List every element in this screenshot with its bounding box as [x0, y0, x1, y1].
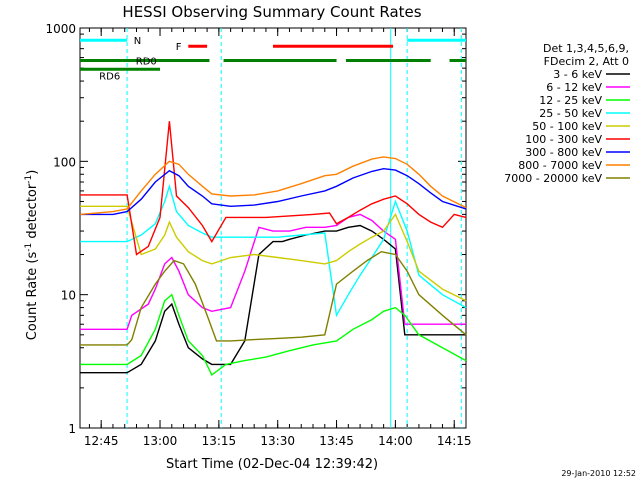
legend-entry-label: 50 - 100 keV	[532, 120, 602, 133]
series-line-8	[80, 250, 467, 346]
legend-header-line: FDecim 2, Att 0	[544, 55, 629, 68]
legend-entry-label: 300 - 800 keV	[525, 146, 602, 159]
legend-entry-label: 12 - 25 keV	[539, 94, 602, 107]
series-line-5	[80, 121, 467, 256]
plot-frame	[79, 27, 467, 429]
x-tick-label: 13:00	[143, 434, 178, 448]
tick-marks: 12:45 13:00 13:15 13:30 13:45 14:00 14:15 1 10 10…	[45, 22, 471, 448]
y-axis-label-sup2: -1	[24, 175, 34, 184]
series-line-6	[80, 167, 467, 216]
y-axis-label: Count Rate (s-1 detector-1)	[24, 170, 40, 341]
x-axis-label: Start Time (02-Dec-04 12:39:42)	[166, 457, 378, 472]
y-axis-label-main: Count Rate (s	[25, 252, 40, 341]
status-bar-label: F	[176, 42, 182, 53]
legend-entry-label: 7000 - 20000 keV	[504, 172, 602, 185]
y-tick-label: 10	[61, 289, 76, 303]
y-axis-label-mid: detector	[25, 183, 40, 243]
x-tick-label: 13:15	[202, 434, 237, 448]
y-axis-label-sup1: -1	[24, 243, 34, 252]
legend-entry-label: 3 - 6 keV	[553, 68, 602, 81]
plot-axes	[79, 27, 467, 429]
legend-header-line: Det 1,3,4,5,6,9,	[543, 42, 629, 55]
y-tick-label: 100	[53, 155, 76, 169]
series-line-0	[80, 224, 466, 374]
status-bar-label: RD0	[136, 57, 157, 68]
legend-entry-label: 800 - 7000 keV	[518, 159, 602, 172]
legend-entry-label: 100 - 300 keV	[525, 133, 602, 146]
series-group	[79, 121, 467, 376]
footer-timestamp: 29-Jan-2010 12:52	[561, 469, 636, 478]
x-tick-label: 14:15	[437, 434, 472, 448]
y-axis-label-end: )	[25, 170, 40, 175]
orbit-marker-lines	[126, 28, 462, 428]
y-tick-label: 1	[68, 422, 76, 436]
chart-title: HESSI Observing Summary Count Rates	[122, 3, 421, 21]
series-line-3	[80, 183, 467, 318]
series-line-7	[79, 156, 467, 216]
legend-entry-label: 6 - 12 keV	[546, 81, 602, 94]
legend-entry-label: 25 - 50 keV	[539, 107, 602, 120]
status-bars: N F RD0 RD6	[80, 36, 466, 82]
x-tick-label: 13:30	[260, 434, 295, 448]
status-bar-label: N	[134, 36, 141, 47]
status-bar-label: RD6	[99, 71, 120, 82]
series-line-4	[80, 205, 467, 302]
x-tick-label: 13:45	[319, 434, 354, 448]
x-tick-label: 12:45	[84, 434, 119, 448]
y-tick-label: 1000	[45, 22, 76, 36]
x-tick-label: 14:00	[378, 434, 413, 448]
legend: Det 1,3,4,5,6,9,FDecim 2, Att 03 - 6 keV…	[504, 42, 630, 185]
series-line-2	[80, 293, 467, 376]
